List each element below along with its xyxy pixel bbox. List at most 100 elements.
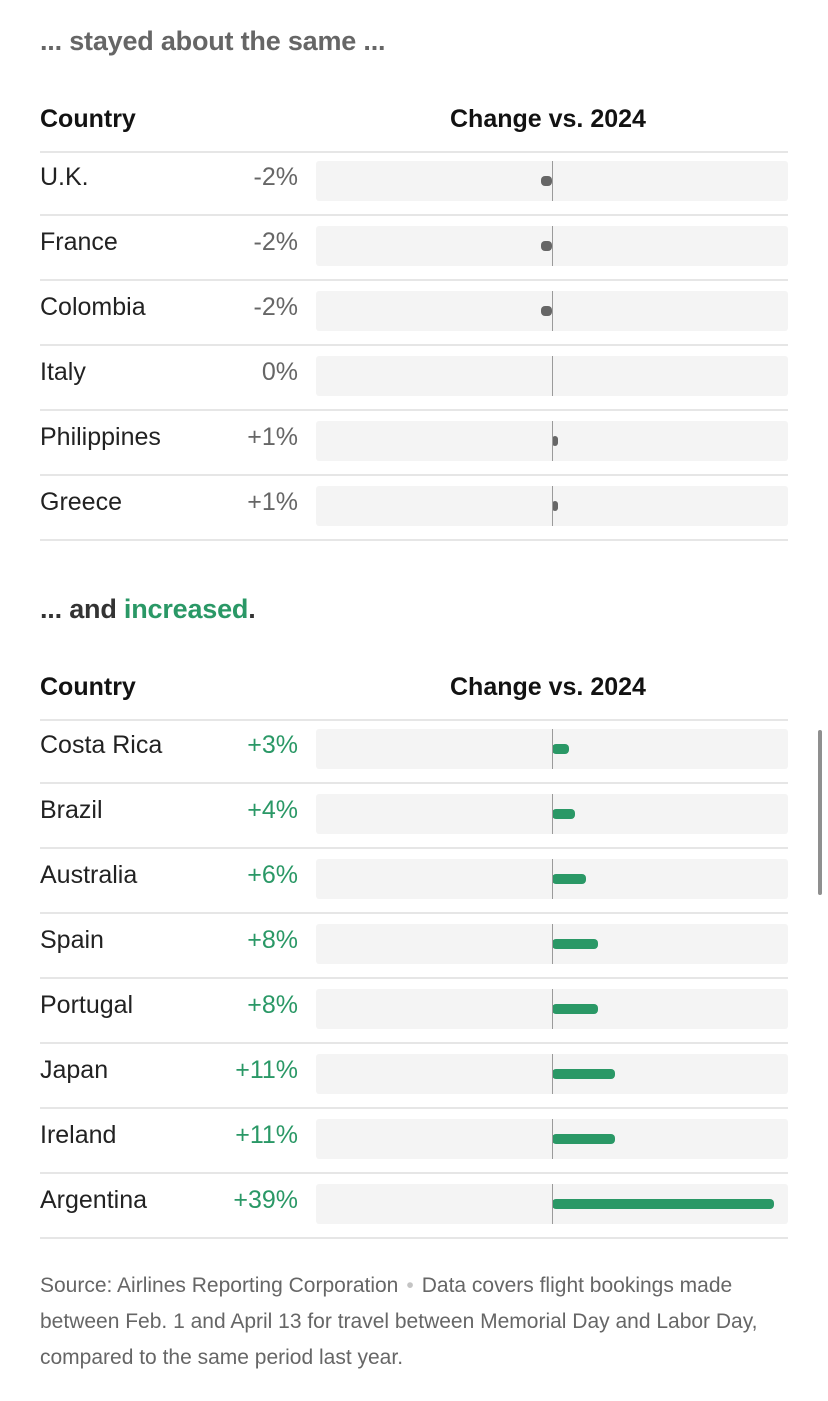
change-value-label: +11% xyxy=(235,1056,298,1084)
change-bar xyxy=(552,939,598,949)
change-bar xyxy=(552,1069,615,1079)
row-divider xyxy=(316,782,788,784)
row-divider xyxy=(40,1172,316,1174)
row-divider xyxy=(40,912,316,914)
country-label: Australia xyxy=(40,861,138,889)
highlight-increased: increased xyxy=(123,594,249,624)
change-bar xyxy=(540,241,552,251)
zero-line xyxy=(552,291,553,331)
column-header-country: Country xyxy=(40,105,136,133)
change-value-label: +4% xyxy=(247,796,298,824)
row-divider xyxy=(40,474,316,476)
row-divider xyxy=(40,1042,316,1044)
table-row: U.K. -2% xyxy=(40,151,788,216)
change-bar xyxy=(552,1004,598,1014)
country-label: Colombia xyxy=(40,293,146,321)
change-value-label: -2% xyxy=(253,228,298,256)
bar-track xyxy=(316,729,788,769)
row-divider xyxy=(40,847,316,849)
country-label: Spain xyxy=(40,926,104,954)
country-label: Greece xyxy=(40,488,122,516)
table-row: Italy 0% xyxy=(40,346,788,411)
bar-track xyxy=(316,486,788,526)
zero-line xyxy=(552,161,553,201)
change-bar xyxy=(552,809,575,819)
column-header-country: Country xyxy=(40,673,136,701)
bar-track xyxy=(316,161,788,201)
row-divider xyxy=(316,474,788,476)
row-divider xyxy=(316,977,788,979)
bar-track xyxy=(316,794,788,834)
bar-track xyxy=(316,859,788,899)
bar-track xyxy=(316,1054,788,1094)
bar-track xyxy=(316,226,788,266)
zero-line xyxy=(552,924,553,964)
change-value-label: +11% xyxy=(235,1121,298,1149)
table-row: Portugal +8% xyxy=(40,979,788,1044)
country-label: Argentina xyxy=(40,1186,148,1214)
row-divider xyxy=(40,539,316,541)
bar-track xyxy=(316,989,788,1029)
country-label: Portugal xyxy=(40,991,134,1019)
row-divider xyxy=(40,1237,316,1239)
section-heading-increased: ... and increased. xyxy=(40,594,256,624)
table-row: Colombia -2% xyxy=(40,281,788,346)
row-divider xyxy=(316,847,788,849)
zero-line xyxy=(552,421,553,461)
change-bar xyxy=(552,744,570,754)
table-divider xyxy=(40,151,788,153)
change-bar xyxy=(540,306,552,316)
bullet-separator: • xyxy=(406,1274,414,1297)
change-value-label: -2% xyxy=(253,163,298,191)
zero-line xyxy=(552,226,553,266)
row-divider xyxy=(40,409,316,411)
country-label: Italy xyxy=(40,358,86,386)
change-value-label: +8% xyxy=(247,926,298,954)
section-heading-same: ... stayed about the same ... xyxy=(40,26,386,56)
change-value-label: +1% xyxy=(247,423,298,451)
table-row: Argentina +39% xyxy=(40,1174,788,1239)
row-divider xyxy=(316,214,788,216)
row-divider xyxy=(316,1107,788,1109)
bar-track xyxy=(316,924,788,964)
table-divider xyxy=(40,719,788,721)
change-bar xyxy=(552,501,558,511)
row-divider xyxy=(40,1107,316,1109)
table-row: Spain +8% xyxy=(40,914,788,979)
row-divider xyxy=(40,214,316,216)
bar-track xyxy=(316,291,788,331)
country-label: Costa Rica xyxy=(40,731,163,759)
chart-stayed-same: U.K. -2% France -2% Colombia -2% Italy 0% Philip… xyxy=(40,151,788,542)
row-divider xyxy=(316,1042,788,1044)
bar-track xyxy=(316,421,788,461)
change-value-label: 0% xyxy=(261,358,298,386)
zero-line xyxy=(552,486,553,526)
table-row: Japan +11% xyxy=(40,1044,788,1109)
scrollbar[interactable] xyxy=(818,730,822,895)
zero-line xyxy=(552,729,553,769)
change-value-label: +6% xyxy=(247,861,298,889)
table-row: Brazil +4% xyxy=(40,784,788,849)
country-label: Philippines xyxy=(40,423,161,451)
bar-track xyxy=(316,1119,788,1159)
change-bar xyxy=(552,1199,775,1209)
change-bar xyxy=(552,1134,615,1144)
chart-increased: Costa Rica +3% Brazil +4% Australia +6% Spain +… xyxy=(40,719,788,1240)
country-label: Japan xyxy=(40,1056,109,1084)
zero-line xyxy=(552,1119,553,1159)
table-row: Greece +1% xyxy=(40,476,788,541)
row-divider xyxy=(316,344,788,346)
column-header-change: Change vs. 2024 xyxy=(450,105,646,133)
zero-line xyxy=(552,1184,553,1224)
change-value-label: -2% xyxy=(253,293,298,321)
change-value-label: +8% xyxy=(247,991,298,1019)
row-divider xyxy=(316,1172,788,1174)
table-header: Country Change vs. 2024 xyxy=(40,105,788,135)
zero-line xyxy=(552,989,553,1029)
row-divider xyxy=(316,912,788,914)
source-note: Source: Airlines Reporting Corporation • D… xyxy=(40,1268,780,1376)
bar-track xyxy=(316,1184,788,1224)
change-value-label: +3% xyxy=(247,731,298,759)
table-row: Costa Rica +3% xyxy=(40,719,788,784)
country-label: France xyxy=(40,228,118,256)
